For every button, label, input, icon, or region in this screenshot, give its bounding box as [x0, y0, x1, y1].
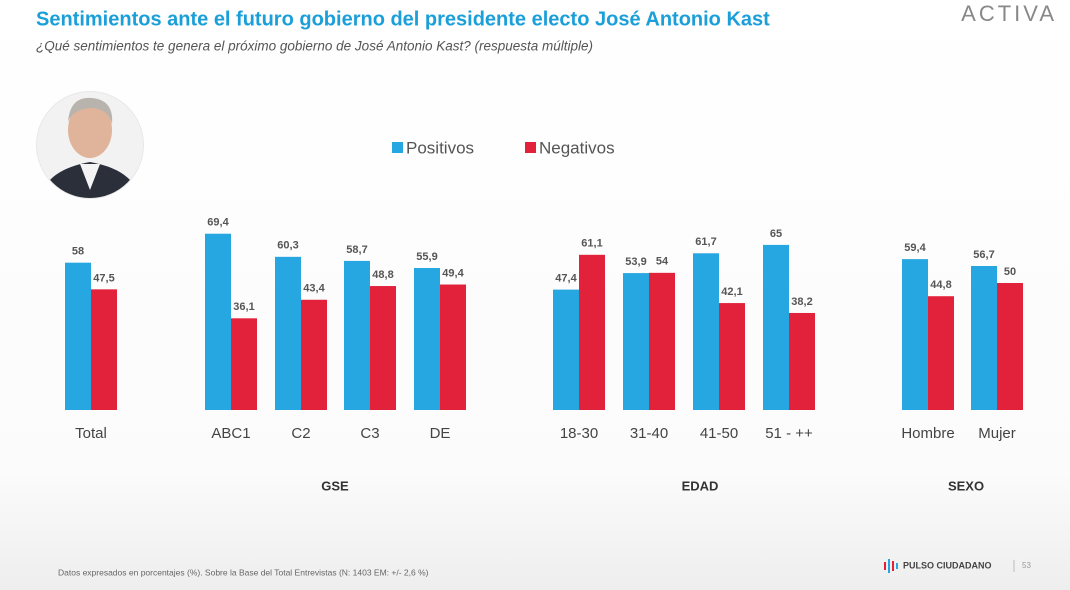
- bar: [693, 253, 719, 410]
- value-label: 60,3: [277, 240, 298, 252]
- bar: [414, 268, 440, 410]
- bar: [275, 256, 301, 410]
- value-label: 48,8: [372, 269, 393, 281]
- bar: [579, 254, 605, 410]
- value-label: 61,1: [581, 238, 602, 250]
- value-label: 59,4: [904, 242, 926, 254]
- group-label: SEXO: [948, 478, 984, 493]
- bar: [301, 299, 327, 410]
- value-label: 54: [656, 256, 669, 268]
- value-label: 42,1: [721, 286, 742, 298]
- photo: [36, 91, 144, 199]
- value-label: 47,5: [93, 272, 114, 284]
- value-label: 43,4: [303, 283, 325, 295]
- value-label: 38,2: [791, 296, 812, 308]
- value-label: 55,9: [416, 251, 437, 263]
- group-label: GSE: [321, 478, 349, 493]
- x-tick-label: C3: [360, 425, 379, 442]
- legend: Positivos Negativos: [392, 138, 615, 157]
- x-tick-label: 51 - ++: [765, 425, 813, 442]
- legend-swatch: [392, 142, 403, 153]
- value-label: 61,7: [695, 236, 716, 248]
- x-tick-label: Hombre: [901, 425, 954, 442]
- bar: [65, 262, 91, 410]
- x-tick-label: 18-30: [560, 425, 598, 442]
- bar: [205, 233, 231, 410]
- x-tick-label: ABC1: [211, 425, 250, 442]
- x-tick-label: C2: [291, 425, 310, 442]
- bar: [997, 283, 1023, 410]
- bar: [971, 265, 997, 410]
- page-number: 53: [1022, 561, 1031, 570]
- logo-icon: [884, 559, 898, 573]
- brand: ACTIVA: [961, 1, 1057, 26]
- value-label: 56,7: [973, 249, 994, 261]
- bar: [553, 289, 579, 410]
- bar: [623, 273, 649, 410]
- group-label: EDAD: [682, 478, 719, 493]
- x-tick-label: 41-50: [700, 425, 738, 442]
- value-label: 58,7: [346, 244, 367, 256]
- footnote: Datos expresados en porcentajes (%). Sob…: [58, 567, 429, 577]
- value-label: 44,8: [930, 279, 951, 291]
- bar: [231, 318, 257, 410]
- bar: [344, 260, 370, 410]
- logo-text: PULSO CIUDADANO: [903, 560, 992, 570]
- title: Sentimientos ante el futuro gobierno del…: [36, 8, 770, 30]
- subtitle: ¿Qué sentimientos te genera el próximo g…: [36, 39, 593, 54]
- x-tick-label: 31-40: [630, 425, 668, 442]
- value-label: 58: [72, 246, 84, 258]
- value-label: 69,4: [207, 217, 229, 229]
- bar: [370, 286, 396, 410]
- plot: Total 58 47,5 ABC1 69,4 36,1 C2 60,3 43,4 C3 58,7 4…: [65, 217, 1023, 493]
- bar: [649, 272, 675, 410]
- bar: [789, 312, 815, 410]
- value-label: 50: [1004, 266, 1016, 278]
- value-label: 36,1: [233, 301, 254, 313]
- bar: [440, 284, 466, 410]
- x-tick-label: Mujer: [978, 425, 1016, 442]
- bar: [763, 244, 789, 410]
- value-label: 53,9: [625, 256, 646, 268]
- x-tick-label: Total: [75, 425, 107, 442]
- value-label: 49,4: [442, 267, 464, 279]
- legend-swatch: [525, 142, 536, 153]
- bar: [928, 296, 954, 410]
- bar: [719, 303, 745, 410]
- value-label: 65: [770, 228, 782, 240]
- value-label: 47,4: [555, 273, 577, 285]
- legend-label: Positivos: [406, 138, 474, 157]
- legend-label: Negativos: [539, 138, 615, 157]
- x-tick-label: DE: [430, 425, 451, 442]
- bar: [902, 259, 928, 410]
- bar: [91, 289, 117, 410]
